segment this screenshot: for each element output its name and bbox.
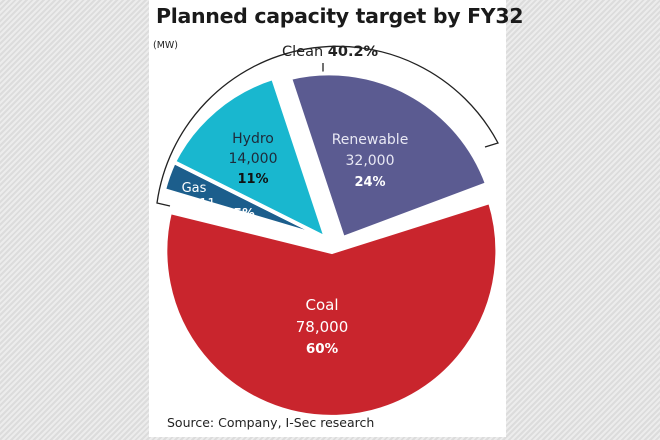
gas-value: 6,511	[178, 197, 215, 212]
svg-text:32,000: 32,000	[346, 153, 395, 169]
svg-text:Renewable: Renewable	[332, 132, 409, 148]
svg-text:6,511: 6,511	[178, 197, 215, 212]
renewable-value: 32,000	[346, 153, 395, 169]
gas-name: Gas	[182, 181, 207, 196]
svg-text:Gas: Gas	[182, 181, 207, 196]
chart-title: Planned capacity target by FY32	[156, 4, 524, 28]
slice-renewable[interactable]	[287, 71, 490, 241]
svg-text:Coal: Coal	[305, 296, 338, 314]
svg-text:14,000: 14,000	[229, 151, 278, 167]
clean-bracket-arc	[156, 45, 499, 207]
svg-text:24%: 24%	[354, 175, 385, 190]
gas-percent: 5%	[233, 205, 255, 220]
svg-text:60%: 60%	[306, 341, 339, 357]
svg-text:Hydro: Hydro	[232, 131, 274, 147]
source-note: Source: Company, I-Sec research	[167, 415, 375, 430]
slice-coal[interactable]	[163, 199, 500, 419]
hydro-percent: 11%	[237, 172, 268, 187]
svg-text:11%: 11%	[237, 172, 268, 187]
coal-percent: 60%	[306, 341, 339, 357]
slice-hydro[interactable]	[171, 75, 330, 242]
hydro-name: Hydro	[232, 131, 274, 147]
hydro-value: 14,000	[229, 151, 278, 167]
renewable-percent: 24%	[354, 175, 385, 190]
renewable-name: Renewable	[332, 132, 409, 148]
coal-value: 78,000	[296, 318, 349, 336]
coal-name: Coal	[305, 296, 338, 314]
unit-label: (MW)	[153, 40, 179, 51]
svg-text:78,000: 78,000	[296, 318, 349, 336]
svg-text:5%: 5%	[233, 205, 255, 220]
